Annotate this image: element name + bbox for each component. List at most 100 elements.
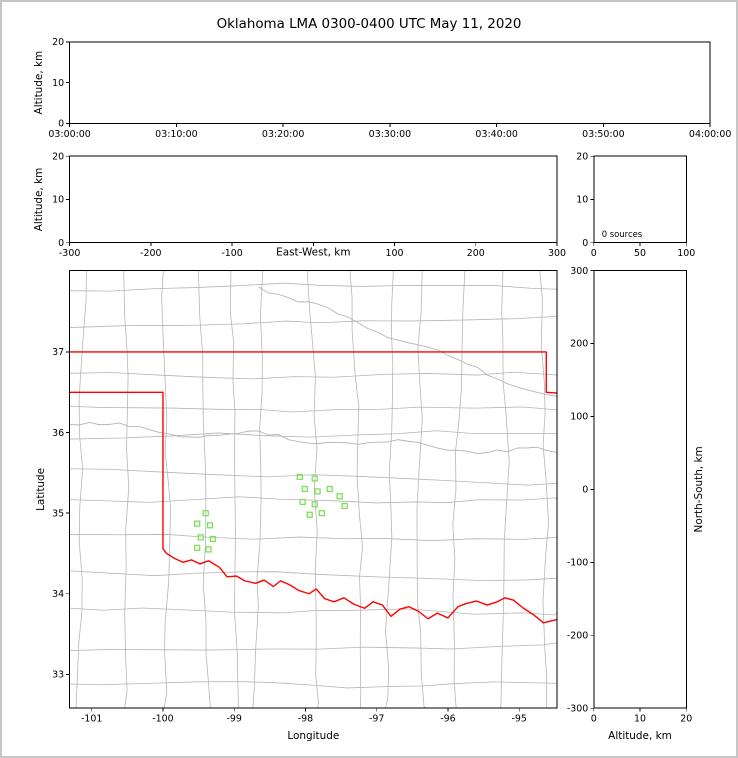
x-tick-label: -100 <box>221 248 242 259</box>
panel-plan-view: -101 -100 -99 -98 -97 -96 -95 33 34 35 36 37 <box>52 270 558 725</box>
county-boundary-line <box>69 570 557 581</box>
figure-title: Oklahoma LMA 0300-0400 UTC May 11, 2020 <box>217 17 522 32</box>
county-boundary-line <box>69 371 557 380</box>
y-tick-label: -300 <box>567 703 588 714</box>
x-tick-label: -95 <box>512 714 527 725</box>
county-boundary-line <box>229 270 239 709</box>
y-tick-label: 100 <box>570 412 588 423</box>
y-tick-label: 34 <box>52 589 64 600</box>
county-boundary-line <box>69 468 557 486</box>
x-tick-label: -96 <box>440 714 455 725</box>
y-tick-label: 36 <box>52 428 64 439</box>
y-tick-label: 0 <box>58 119 64 130</box>
county-boundary-line <box>69 315 557 328</box>
county-boundary-line <box>69 534 557 542</box>
x-tick-label: 03:20:00 <box>262 129 304 140</box>
ew_height-background <box>69 156 557 243</box>
y-tick-label: 200 <box>570 339 588 350</box>
ew-height-ylabel: Altitude, km <box>33 168 45 232</box>
y-tick-label: 0 <box>582 485 588 496</box>
plan_view-background <box>69 270 557 709</box>
county-boundary-line <box>69 430 557 440</box>
x-tick-label: 0 <box>591 248 597 259</box>
lma-station-marker <box>209 535 216 543</box>
county-boundary-line <box>69 642 557 652</box>
x-tick-label: 100 <box>386 248 404 259</box>
county-boundary-line <box>306 270 319 709</box>
y-tick-label: 10 <box>52 195 64 206</box>
county-boundary-line <box>69 607 557 616</box>
lma-station-marker <box>197 534 204 541</box>
county-boundary-line <box>123 270 130 709</box>
x-tick-label: 20 <box>680 714 692 725</box>
lma-station-marker <box>296 473 303 481</box>
lma-station-marker <box>306 511 313 518</box>
x-tick-label: 04:00:00 <box>689 129 731 140</box>
county-boundary-line <box>198 270 211 709</box>
y-tick-label: 33 <box>52 670 64 681</box>
panel-alt-histogram: 0 50 100 0 10 20 <box>576 151 695 259</box>
x-tick-label: -101 <box>81 714 102 725</box>
x-tick-label: 100 <box>677 248 695 259</box>
lma-station-marker <box>326 485 333 493</box>
map-content <box>69 270 557 709</box>
county-boundary-line <box>69 405 557 413</box>
lma-station-marker <box>205 546 212 553</box>
ew-height-xlabel: East-West, km <box>276 247 350 259</box>
x-tick-label: -300 <box>59 248 80 259</box>
lma-station-marker <box>206 522 214 529</box>
x-tick-label: 200 <box>467 248 485 259</box>
county-boundary-line <box>161 270 171 709</box>
lma-station-marker <box>318 510 325 517</box>
county-boundary-line <box>539 270 549 709</box>
oklahoma-state-border-line <box>69 351 557 394</box>
y-tick-label: 20 <box>52 37 64 48</box>
ns-height-ylabel: North-South, km <box>693 446 705 532</box>
x-tick-label: 03:40:00 <box>475 129 517 140</box>
y-tick-label: 10 <box>576 195 588 206</box>
county-boundary-line <box>75 270 87 709</box>
lma-station-marker <box>194 520 201 527</box>
x-tick-label: 10 <box>634 714 646 725</box>
county-boundary-line <box>252 270 264 709</box>
county-boundary-line <box>69 496 557 504</box>
lma-station-marker <box>311 475 318 482</box>
x-tick-label: 03:30:00 <box>369 129 411 140</box>
x-tick-label: -100 <box>152 714 173 725</box>
alt_histogram-background <box>593 156 687 243</box>
time_height-background <box>69 41 711 124</box>
y-tick-label: -200 <box>567 630 588 641</box>
county-boundary-line <box>452 270 466 709</box>
lma-station-marker <box>336 493 343 500</box>
plan_view-frame <box>69 270 558 709</box>
lma-station-marker <box>299 498 306 506</box>
y-tick-label: 37 <box>52 347 64 358</box>
y-tick-label: -100 <box>567 558 588 569</box>
river-line <box>69 421 557 455</box>
map-ylabel: Latitude <box>35 468 47 511</box>
x-tick-label: 0 <box>591 714 597 725</box>
x-tick-label: 300 <box>548 248 566 259</box>
ns-height-xlabel: Altitude, km <box>608 730 672 742</box>
x-tick-label: 03:50:00 <box>582 129 624 140</box>
x-tick-label: 03:00:00 <box>48 129 90 140</box>
panel-time-height: 03:00:00 03:10:00 03:20:00 03:30:00 03:40:00… <box>48 37 731 140</box>
lma-station-marker <box>341 502 348 510</box>
county-boundary-line <box>69 282 557 292</box>
y-tick-label: 35 <box>52 508 64 519</box>
time-height-ylabel: Altitude, km <box>33 51 45 115</box>
lma-station-marker <box>301 485 308 493</box>
x-tick-label: -98 <box>298 714 313 725</box>
county-boundary-line <box>416 270 427 709</box>
x-tick-label: -97 <box>369 714 384 725</box>
y-tick-label: 300 <box>570 266 588 277</box>
panel-ns-height: 0 10 20 -300 -200 -100 0 100 200 300 <box>567 266 692 725</box>
lma-station-marker <box>194 544 201 551</box>
x-tick-label: 50 <box>634 248 646 259</box>
ns_height-background <box>593 270 687 709</box>
y-tick-label: 10 <box>52 78 64 89</box>
source-count-annotation: 0 sources <box>602 229 642 239</box>
river-line <box>258 286 557 397</box>
y-tick-label: 0 <box>58 238 64 249</box>
